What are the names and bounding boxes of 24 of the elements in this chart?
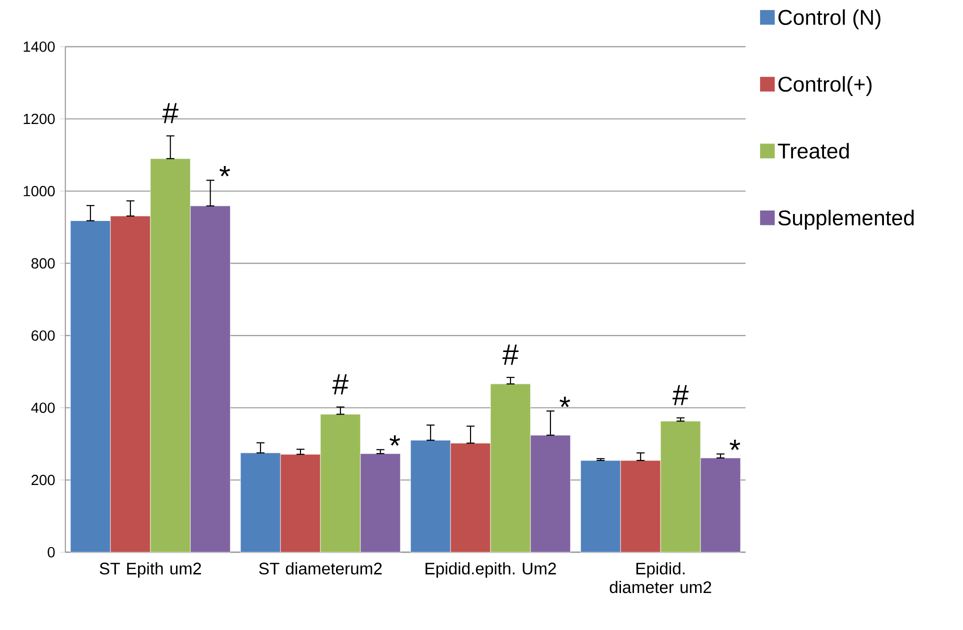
annotation: # [162, 103, 178, 124]
legend-label: Control (N) [778, 10, 880, 30]
x-tick-label: ST Epith um2 [100, 562, 201, 578]
y-tick-label: 0 [48, 547, 55, 558]
annotation: * [730, 440, 740, 450]
x-tick-label: Epidid.epith. Um2 [426, 562, 556, 578]
y-tick-label: 1000 [24, 186, 55, 197]
y-tick-label: 200 [32, 475, 55, 486]
annotation: # [672, 385, 689, 406]
y-tick-label: 1200 [24, 114, 55, 124]
legend-label: Control(+) [778, 76, 872, 96]
annotation: # [332, 374, 348, 395]
y-tick-label: 1400 [24, 42, 55, 52]
y-tick-label: 600 [32, 330, 55, 341]
annotation: # [502, 344, 518, 365]
annotation: * [560, 396, 570, 408]
annotation: * [220, 166, 230, 177]
legend-label: Supplemented [778, 210, 914, 230]
y-tick-label: 400 [31, 402, 55, 414]
x-tick-label: ST diameterum2 [259, 562, 382, 575]
y-tick-label: 800 [31, 258, 55, 269]
x-tick-label: Epidid. diameter um2 [610, 562, 712, 594]
legend-label: Treated [778, 143, 849, 159]
annotation: * [390, 436, 400, 446]
